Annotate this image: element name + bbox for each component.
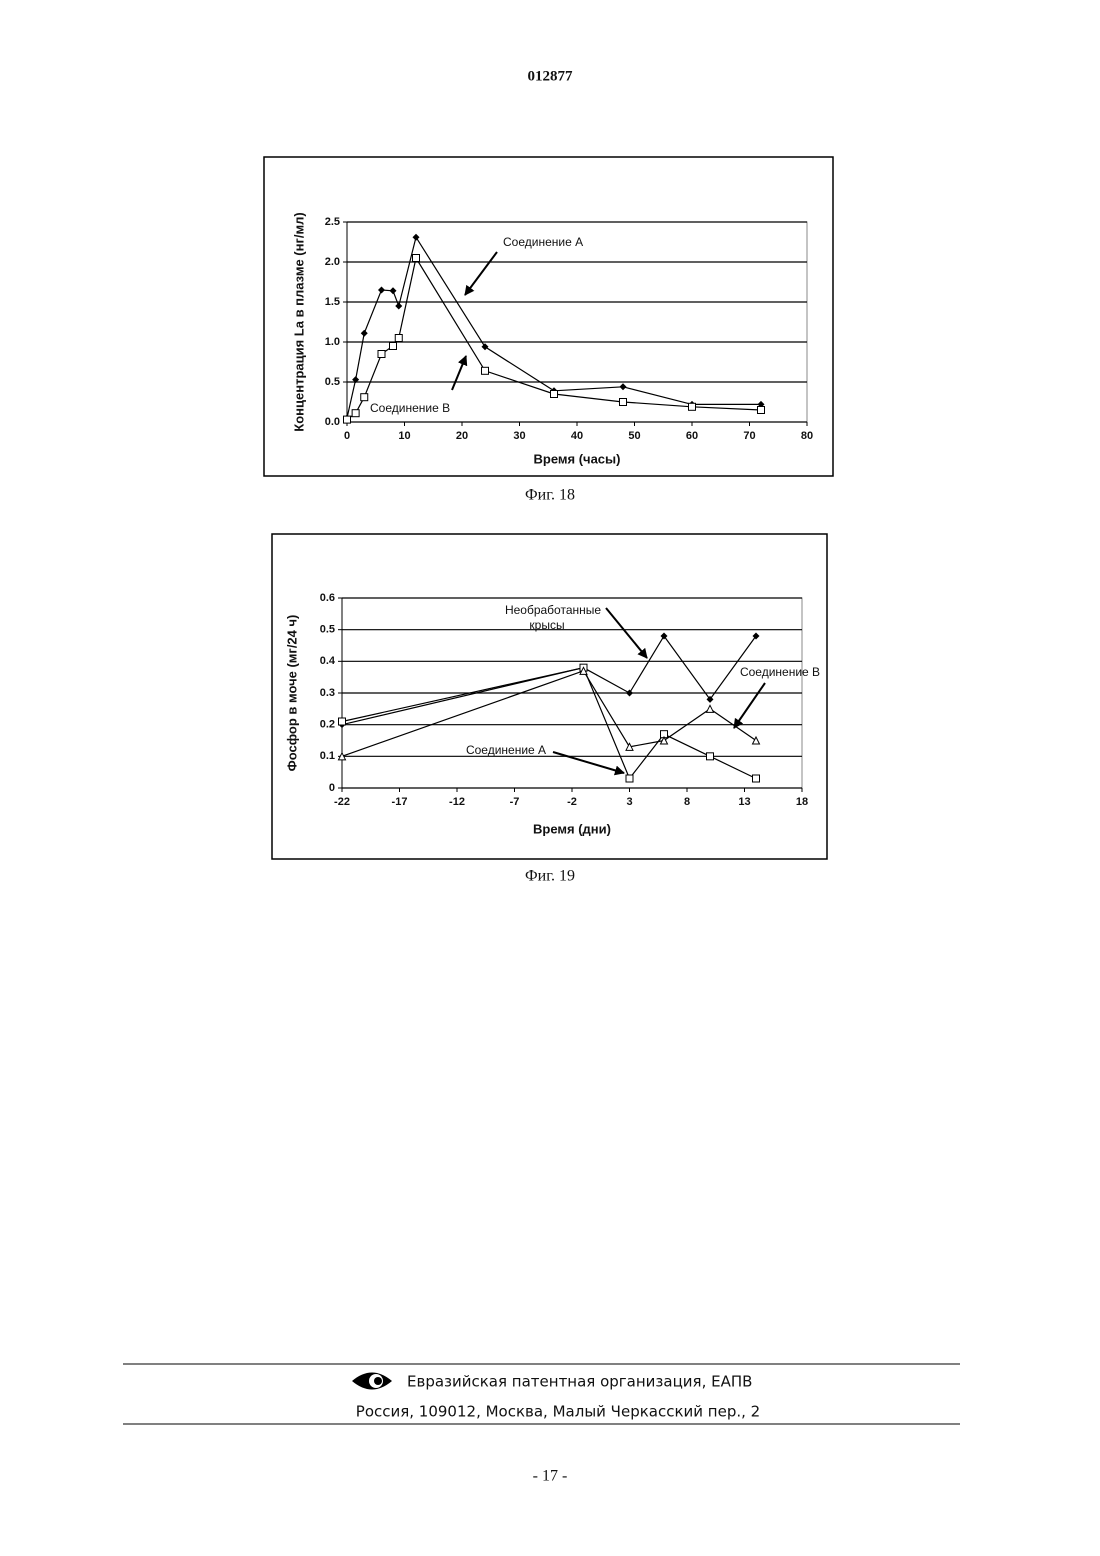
x-tick-label: 13 [738, 796, 750, 808]
annotation: Соединение А [503, 235, 583, 249]
y-tick-label: 0.1 [320, 750, 335, 762]
x-tick-label: -7 [510, 796, 520, 808]
y-tick-label: 1.0 [325, 336, 340, 348]
x-tick-label: 18 [796, 796, 808, 808]
page-number: - 17 - [533, 1468, 568, 1485]
y-tick-label: 0.3 [320, 687, 335, 699]
marker-square [339, 718, 346, 725]
y-tick-label: 0.4 [320, 655, 336, 667]
x-tick-label: 10 [398, 430, 410, 442]
y-tick-label: 1.5 [325, 296, 340, 308]
x-tick-label: 50 [628, 430, 640, 442]
x-tick-label: 3 [626, 796, 632, 808]
marker-square [395, 335, 402, 342]
annotation: Соединение В [370, 401, 450, 415]
annotation: крысы [529, 618, 564, 632]
x-axis-title: Время (часы) [534, 451, 621, 466]
x-tick-label: -17 [392, 796, 408, 808]
y-tick-label: 2.5 [325, 216, 340, 228]
marker-square [620, 399, 627, 406]
annotation: Соединение В [740, 665, 820, 679]
y-tick-label: 0.0 [325, 416, 340, 428]
chart: 0.0 0.5 1.0 1.5 2.0 2.5 0 10 20 30 40 50 60 70 80 Время… [264, 157, 833, 504]
marker-square [352, 410, 359, 417]
doc-number: 012877 [528, 68, 574, 84]
y-axis-title: Концентрация La в плазме (нг/мл) [291, 212, 306, 431]
marker-square [689, 403, 696, 410]
x-tick-label: -22 [334, 796, 350, 808]
x-tick-label: 40 [571, 430, 583, 442]
x-tick-label: 30 [513, 430, 525, 442]
footer-address: Россия, 109012, Москва, Малый Черкасский… [356, 1403, 760, 1421]
figure-caption: Фиг. 18 [525, 487, 575, 504]
marker-square [413, 255, 420, 262]
figure-caption: Фиг. 19 [525, 868, 575, 885]
marker-square [390, 343, 397, 350]
x-axis-title: Время (дни) [533, 821, 611, 836]
y-tick-label: 0.5 [320, 624, 335, 636]
x-tick-label: -2 [567, 796, 577, 808]
y-tick-label: 0 [329, 782, 335, 794]
marker-square [707, 753, 714, 760]
y-axis-title: Фосфор в моче (мг/24 ч) [284, 615, 299, 772]
marker-square [378, 351, 385, 358]
marker-square [482, 367, 489, 374]
x-tick-label: -12 [449, 796, 465, 808]
annotation: Необработанные [505, 603, 601, 617]
marker-square [758, 407, 765, 414]
x-tick-label: 60 [686, 430, 698, 442]
page: 012877 Евразийская патентная организация… [0, 0, 1100, 1556]
x-tick-label: 70 [743, 430, 755, 442]
x-tick-label: 20 [456, 430, 468, 442]
y-tick-label: 0.5 [325, 376, 340, 388]
marker-square [753, 775, 760, 782]
annotation: Соединение А [466, 743, 546, 757]
y-tick-label: 2.0 [325, 256, 340, 268]
chart-frame [264, 157, 833, 476]
chart-frame [272, 534, 827, 859]
x-tick-label: 8 [684, 796, 690, 808]
marker-square [361, 394, 368, 401]
chart: 0 0.1 0.2 0.3 0.4 0.5 0.6 -22 -17 -12 -7 -2 3 8 13 18 Вр… [272, 534, 827, 885]
y-tick-label: 0.2 [320, 719, 335, 731]
logo [352, 1373, 392, 1390]
marker-square [551, 391, 558, 398]
y-tick-label: 0.6 [320, 592, 335, 604]
marker-square [626, 775, 633, 782]
marker-square [344, 416, 351, 423]
footer-organization: Евразийская патентная организация, ЕАПВ [407, 1373, 752, 1391]
x-tick-label: 80 [801, 430, 813, 442]
x-tick-label: 0 [344, 430, 350, 442]
